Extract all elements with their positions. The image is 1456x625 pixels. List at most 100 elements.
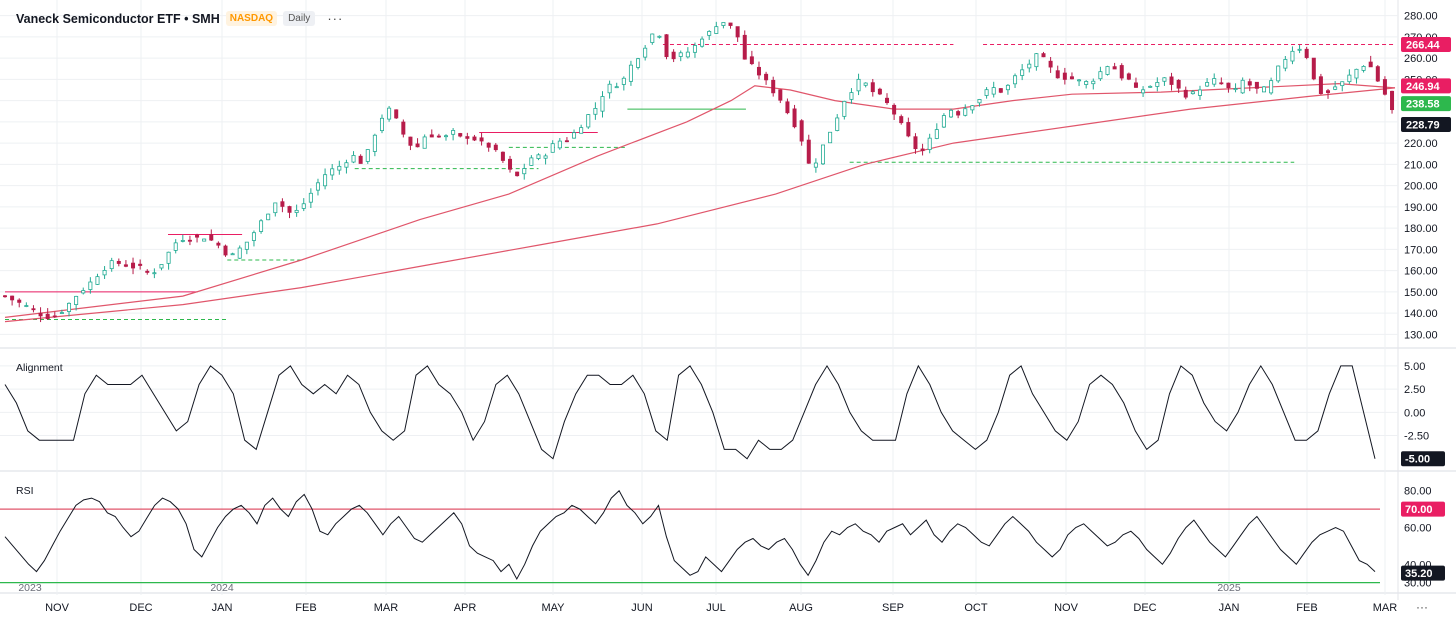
candle-body — [892, 104, 897, 115]
candle-body — [1297, 48, 1302, 51]
candle-body — [67, 302, 72, 312]
candle-body — [202, 238, 207, 242]
candle-body — [81, 290, 86, 294]
month-tick-label: NOV — [1054, 602, 1079, 614]
candle-body — [301, 203, 306, 209]
candle-body — [1311, 57, 1316, 80]
candle-body — [1126, 73, 1131, 80]
candle-body — [991, 87, 996, 95]
candle-body — [1390, 90, 1395, 111]
candle-body — [95, 276, 100, 285]
price-tick-label: 170.00 — [1404, 244, 1438, 256]
candle-body — [195, 234, 200, 238]
candle-body — [671, 51, 676, 60]
candle-body — [315, 182, 320, 191]
candle-body — [486, 142, 491, 148]
candle-body — [949, 109, 954, 118]
price-axis-badge — [1401, 116, 1451, 132]
candle-body — [1368, 61, 1373, 68]
rsi-value-badge — [1401, 501, 1445, 517]
year-label: 2024 — [210, 582, 234, 594]
candle-body — [52, 315, 57, 318]
rsi-value-badge-text: 70.00 — [1405, 504, 1433, 516]
candle-body — [714, 26, 719, 34]
candle-body — [1183, 89, 1188, 98]
price-axis-badge — [1401, 96, 1451, 112]
moving-average-line — [4, 87, 1396, 323]
candle-body — [877, 88, 882, 95]
candle-body — [657, 35, 662, 38]
candle-body — [1020, 69, 1025, 76]
candle-body — [550, 143, 555, 153]
candle-body — [977, 99, 982, 104]
candle-body — [159, 264, 164, 269]
candle-body — [543, 155, 548, 159]
alignment-tick-label: 0.00 — [1404, 407, 1425, 419]
candle-body — [1098, 71, 1103, 80]
price-tick-label: 220.00 — [1404, 138, 1438, 150]
candle-body — [1226, 82, 1231, 89]
candle-body — [1247, 81, 1252, 86]
candle-body — [10, 295, 15, 301]
candle-body — [927, 137, 932, 150]
candle-body — [17, 299, 22, 303]
candle-body — [579, 127, 584, 134]
symbol-title[interactable]: Vaneck Semiconductor ETF • SMH — [16, 11, 220, 26]
month-tick-label: APR — [454, 602, 477, 614]
candle-body — [1091, 80, 1096, 85]
month-tick-label: OCT — [964, 602, 988, 614]
candle-body — [607, 83, 612, 94]
candle-body — [1013, 75, 1018, 85]
alignment-value-badge-text: -5.00 — [1405, 454, 1430, 466]
rsi-tick-label: 60.00 — [1404, 522, 1432, 534]
year-label: 2025 — [1217, 582, 1241, 594]
month-tick-label: DEC — [129, 602, 152, 614]
candle-body — [849, 92, 854, 100]
candle-body — [266, 213, 271, 221]
candle-body — [415, 143, 420, 148]
candle-body — [749, 56, 754, 65]
more-options-icon[interactable]: ··· — [327, 11, 344, 26]
candle-body — [906, 122, 911, 137]
candle-body — [1055, 70, 1060, 79]
axis-more-icon[interactable]: ··· — [1416, 600, 1428, 614]
candle-body — [643, 47, 648, 58]
candle-body — [1148, 85, 1153, 88]
candle-body — [237, 247, 242, 259]
candle-body — [1304, 48, 1309, 58]
candle-body — [813, 162, 818, 168]
candle-body — [500, 151, 505, 161]
candle-body — [24, 305, 29, 307]
candle-body — [564, 140, 569, 143]
candle-body — [856, 78, 861, 92]
candle-body — [1212, 78, 1217, 85]
candle-body — [721, 22, 726, 26]
candle-body — [700, 38, 705, 47]
candle-body — [1233, 88, 1238, 91]
price-tick-label: 280.00 — [1404, 11, 1438, 23]
candle-body — [394, 109, 399, 119]
month-tick-label: JAN — [1219, 602, 1240, 614]
month-tick-label: JUN — [631, 602, 652, 614]
candle-body — [59, 312, 64, 314]
candle-body — [806, 139, 811, 164]
candle-body — [330, 168, 335, 176]
candle-body — [771, 79, 776, 94]
candle-body — [1133, 82, 1138, 88]
candle-body — [1069, 76, 1074, 80]
price-tick-label: 260.00 — [1404, 53, 1438, 65]
month-tick-label: DEC — [1133, 602, 1156, 614]
alignment-tick-label: 2.50 — [1404, 384, 1425, 396]
candle-body — [529, 157, 534, 166]
candle-body — [934, 129, 939, 139]
candle-body — [998, 88, 1003, 93]
rsi-tick-label: 30.00 — [1404, 578, 1432, 590]
candle-body — [1077, 79, 1082, 82]
candle-body — [436, 135, 441, 138]
candle-body — [465, 136, 470, 139]
interval-badge[interactable]: Daily — [283, 11, 316, 26]
candle-body — [621, 77, 626, 85]
candle-body — [1326, 90, 1331, 93]
candle-body — [913, 136, 918, 150]
month-tick-label: AUG — [789, 602, 813, 614]
